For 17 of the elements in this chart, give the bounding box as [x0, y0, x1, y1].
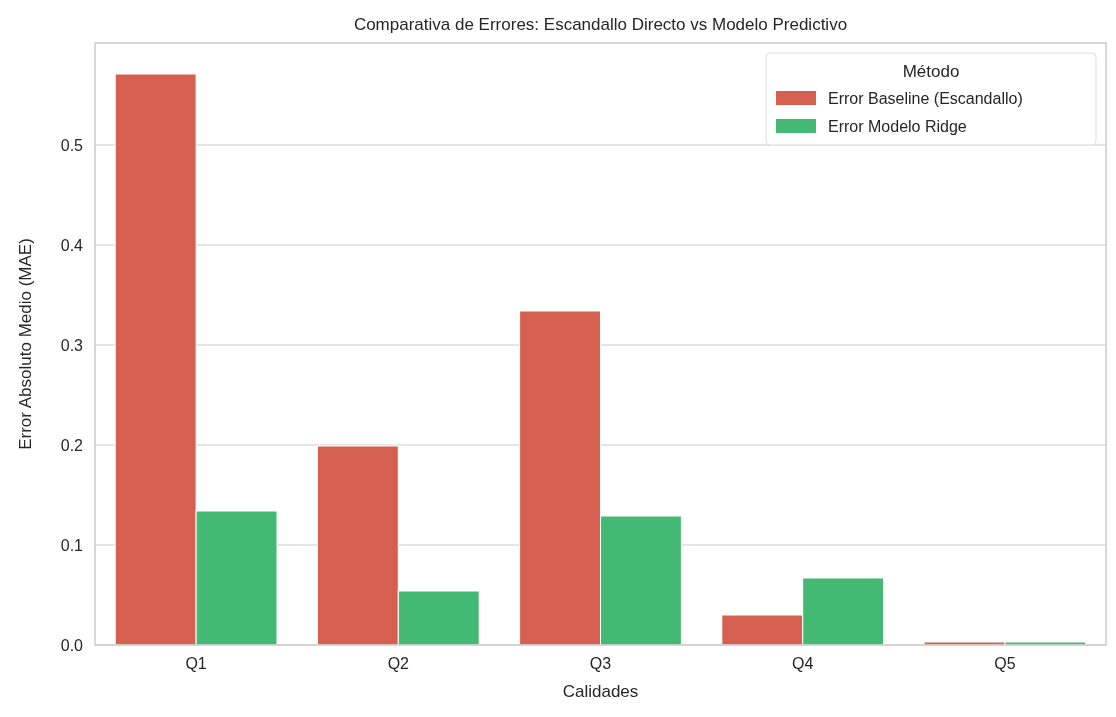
x-tick-label: Q5 — [994, 655, 1016, 672]
legend-label: Error Modelo Ridge — [828, 117, 967, 135]
y-tick-label: 0.4 — [60, 236, 84, 254]
x-tick-label: Q2 — [387, 655, 410, 672]
y-tick-label: 0.5 — [60, 136, 84, 154]
x-tick-label: Q3 — [589, 655, 612, 672]
x-axis-title: Calidades — [562, 682, 639, 701]
chart-title: Comparativa de Errores: Escandallo Directo vs Modelo Predictivo — [353, 15, 848, 34]
y-axis-title: Error Absoluto Medio (MAE) — [16, 238, 35, 450]
x-tick-label: Q1 — [185, 655, 207, 672]
y-tick-label: 0.1 — [60, 536, 84, 554]
legend-title: Método — [902, 62, 960, 81]
y-tick-label: 0.0 — [60, 636, 84, 654]
legend-label: Error Baseline (Escandallo) — [828, 89, 1023, 107]
y-tick-label: 0.3 — [60, 336, 84, 354]
y-tick-label: 0.2 — [60, 436, 84, 454]
x-tick-label: Q4 — [792, 655, 814, 672]
